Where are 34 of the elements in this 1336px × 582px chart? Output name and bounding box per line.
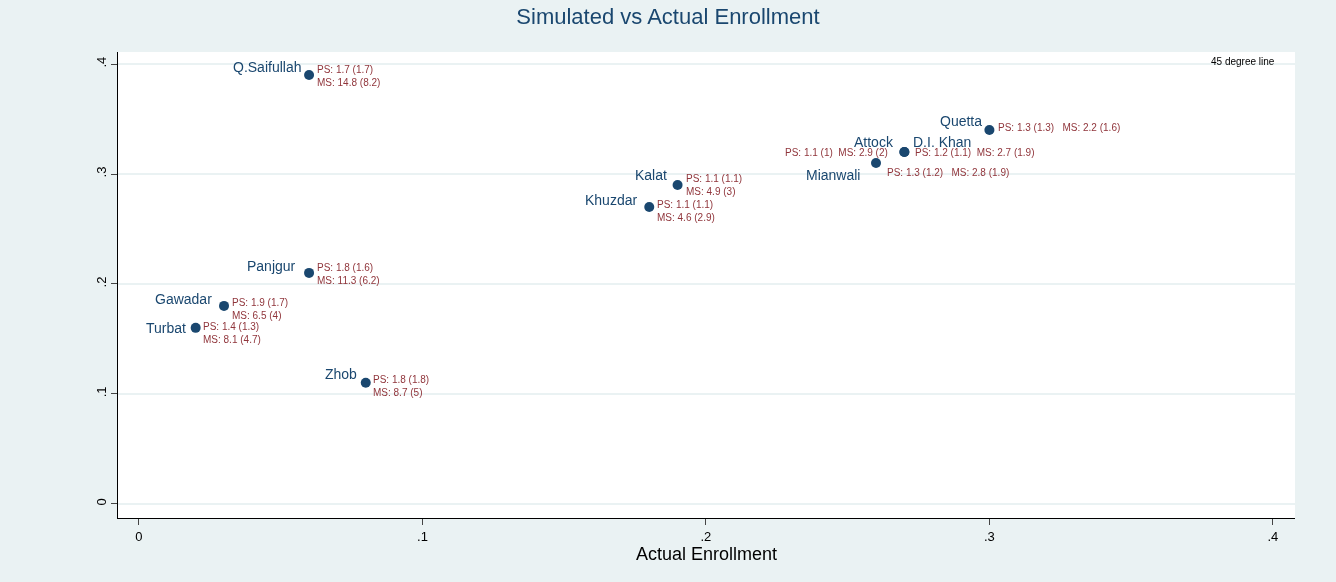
x-tick-label: 0 bbox=[135, 528, 143, 544]
annotation: PS: 1.1 (1.1) MS: 4.6 (2.9) bbox=[657, 199, 715, 223]
data-label: Kalat bbox=[635, 167, 668, 183]
data-label: Mianwali bbox=[806, 167, 861, 183]
y-tick-label: 0 bbox=[93, 498, 109, 506]
annotation: PS: 1.3 (1.3) MS: 2.2 (1.6) bbox=[998, 122, 1121, 133]
data-label: Attock bbox=[854, 134, 894, 150]
x-tick-label: .1 bbox=[417, 528, 428, 544]
y-tick-label: .3 bbox=[93, 166, 109, 178]
data-label: Zhob bbox=[325, 366, 358, 382]
x-tick-label: .2 bbox=[700, 528, 712, 544]
data-label: Turbat bbox=[146, 320, 187, 336]
x-axis-title: Actual Enrollment bbox=[635, 543, 778, 564]
y-tick-label: .1 bbox=[93, 386, 109, 398]
data-label: Khuzdar bbox=[585, 192, 638, 208]
annotation: PS: 1.7 (1.7) MS: 14.8 (8.2) bbox=[317, 64, 381, 88]
data-label: Q.Saifullah bbox=[233, 59, 302, 75]
annotation: PS: 1.8 (1.6) MS: 11.3 (6.2) bbox=[317, 262, 380, 286]
annotation: PS: 1.1 (1.1) MS: 4.9 (3) bbox=[686, 173, 743, 197]
data-label: Quetta bbox=[940, 113, 983, 129]
y-tick-label: .2 bbox=[93, 276, 109, 288]
annotation: PS: 1.4 (1.3) MS: 8.1 (4.7) bbox=[203, 321, 261, 345]
data-label: Gawadar bbox=[155, 291, 213, 307]
annotation: PS: 1.8 (1.8) MS: 8.7 (5) bbox=[373, 374, 430, 398]
annotation: PS: 1.1 (1) MS: 2.9 (2) bbox=[785, 147, 888, 158]
annotation: PS: 1.9 (1.7) MS: 6.5 (4) bbox=[232, 297, 289, 321]
annotation: PS: 1.3 (1.2) MS: 2.8 (1.9) bbox=[887, 167, 1010, 178]
annotation: 45 degree line bbox=[1211, 56, 1275, 67]
chart-title: Simulated vs Actual Enrollment bbox=[516, 4, 820, 30]
y-tick-label: .4 bbox=[93, 56, 109, 68]
annotation: PS: 1.2 (1.1) MS: 2.7 (1.9) bbox=[915, 147, 1035, 158]
x-tick-label: .4 bbox=[1267, 528, 1279, 544]
x-tick-label: .3 bbox=[983, 528, 995, 544]
data-label: Panjgur bbox=[247, 258, 296, 274]
